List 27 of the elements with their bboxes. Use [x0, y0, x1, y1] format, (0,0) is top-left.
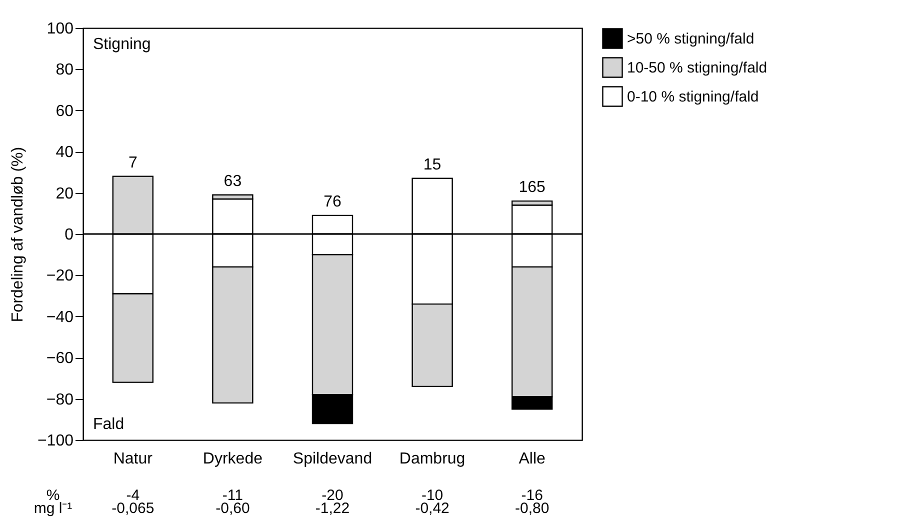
y-tick-label: 0 — [64, 226, 74, 244]
y-tick-label: 20 — [56, 185, 74, 202]
y-tick-label: −20 — [46, 268, 74, 285]
annotation: Stigning — [93, 36, 151, 53]
annotation: 63 — [224, 172, 242, 190]
y-tick-label: 80 — [56, 62, 74, 79]
x-tick-label: Dambrug — [399, 450, 466, 468]
y-tick-label: 60 — [56, 102, 74, 120]
legend-label: 10-50 % stigning/fald — [627, 60, 768, 76]
x-tick-label: Natur — [113, 450, 154, 468]
annotation: 15 — [423, 156, 442, 174]
y-tick-label: −80 — [46, 391, 74, 408]
x-tick-label: Alle — [518, 450, 546, 468]
y-tick-label: −60 — [46, 350, 74, 368]
legend-label: >50 % stigning/fald — [627, 30, 754, 48]
legend-label: 0-10 % stigning/fald — [627, 88, 759, 106]
y-tick-label: −40 — [46, 308, 74, 326]
annotation: 76 — [324, 193, 342, 210]
x-tick-label: Dyrkede — [202, 450, 263, 468]
annotation: 7 — [128, 154, 138, 172]
y-tick-label: 40 — [56, 144, 74, 162]
annotation: 165 — [518, 179, 546, 196]
x-tick-label: Spildevand — [292, 450, 372, 468]
annotation: Fald — [93, 416, 124, 433]
y-tick-label: 100 — [46, 20, 74, 38]
y-tick-label: −100 — [37, 432, 74, 450]
y-axis-title: Fordeling af vandløb (%) — [9, 146, 26, 322]
